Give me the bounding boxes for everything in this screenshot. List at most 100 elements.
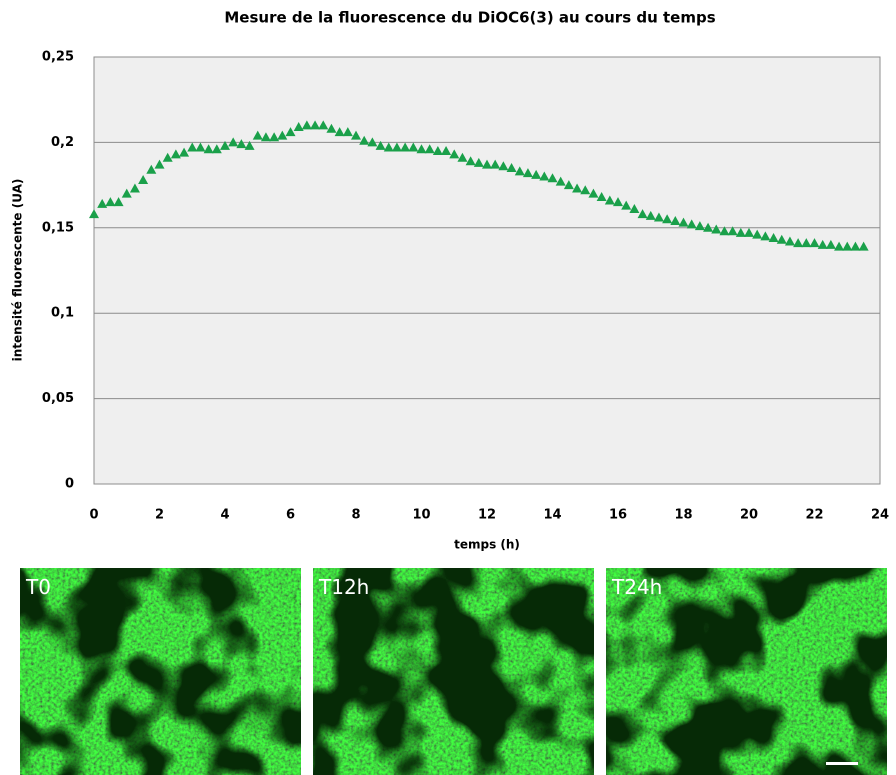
- data-point: [367, 137, 378, 147]
- data-point: [547, 173, 558, 183]
- data-point: [514, 166, 525, 176]
- data-point: [539, 171, 550, 181]
- data-point: [326, 123, 337, 133]
- data-point: [719, 226, 730, 236]
- data-point: [645, 210, 656, 220]
- data-point: [629, 204, 640, 214]
- data-point: [375, 140, 386, 150]
- data-point: [129, 183, 140, 193]
- data-point: [473, 157, 484, 167]
- x-tick-label: 10: [412, 508, 430, 523]
- x-tick-label: 14: [543, 508, 561, 523]
- data-point: [318, 120, 329, 130]
- x-tick-label: 8: [351, 508, 360, 523]
- data-point: [432, 145, 443, 155]
- data-point: [441, 145, 452, 155]
- data-point: [482, 159, 492, 169]
- y-axis-label: intensité fluorescente (UA): [11, 179, 25, 362]
- data-point: [400, 142, 411, 152]
- data-point: [138, 174, 149, 184]
- micrograph: [313, 568, 594, 775]
- micrograph: [606, 568, 887, 775]
- data-point: [678, 217, 689, 227]
- data-point: [752, 229, 763, 239]
- data-point: [572, 183, 583, 193]
- data-point: [121, 188, 132, 198]
- data-point: [465, 156, 476, 166]
- data-point: [285, 127, 296, 137]
- data-point: [858, 241, 869, 251]
- data-point: [694, 221, 705, 231]
- data-point: [744, 227, 754, 237]
- x-tick-label: 12: [478, 508, 496, 523]
- data-point: [220, 140, 230, 150]
- data-point: [179, 147, 190, 157]
- y-tick-label: 0,25: [42, 50, 74, 65]
- data-point: [424, 144, 435, 154]
- data-point: [359, 135, 370, 145]
- data-point: [260, 132, 271, 142]
- data-point: [563, 180, 574, 190]
- data-point: [653, 212, 664, 222]
- y-tick-label: 0: [65, 477, 74, 492]
- data-point: [105, 197, 116, 207]
- data-point: [588, 188, 599, 198]
- data-point: [793, 238, 804, 248]
- data-point: [621, 200, 632, 210]
- x-tick-label: 16: [609, 508, 627, 523]
- data-point: [236, 139, 247, 149]
- data-point: [490, 159, 501, 169]
- data-point: [391, 142, 402, 152]
- data-point: [170, 149, 181, 159]
- x-tick-label: 0: [89, 508, 98, 523]
- x-tick-label: 20: [740, 508, 758, 523]
- data-point: [154, 159, 165, 169]
- data-point: [211, 144, 222, 154]
- data-point: [89, 209, 99, 219]
- data-point: [383, 142, 394, 152]
- data-point: [817, 239, 828, 249]
- y-tick-label: 0,05: [42, 391, 74, 406]
- data-point: [342, 127, 353, 137]
- scale-bar: [826, 762, 858, 765]
- data-point: [596, 192, 607, 202]
- data-point: [834, 241, 845, 251]
- y-tick-label: 0,2: [51, 135, 74, 150]
- x-tick-label: 2: [155, 508, 164, 523]
- data-point: [277, 130, 288, 140]
- data-point: [662, 214, 673, 224]
- data-point: [203, 144, 214, 154]
- data-point: [457, 152, 468, 162]
- data-point: [555, 176, 566, 186]
- image-panels: T0 T12h T24h: [20, 568, 887, 775]
- data-point: [784, 236, 795, 246]
- x-tick-label: 24: [871, 508, 889, 523]
- data-point: [408, 142, 419, 152]
- data-point: [187, 142, 198, 152]
- x-tick-label: 4: [220, 508, 229, 523]
- data-point: [195, 142, 206, 152]
- data-point: [506, 163, 517, 173]
- data-point: [146, 164, 157, 174]
- y-tick-label: 0,15: [42, 220, 74, 235]
- data-point: [97, 198, 108, 208]
- data-point: [637, 209, 648, 219]
- data-point: [269, 132, 280, 142]
- data-point: [735, 227, 746, 237]
- x-tick-label: 22: [805, 508, 823, 523]
- panel-label: T12h: [318, 575, 369, 599]
- data-point: [670, 215, 681, 225]
- data-point: [842, 241, 853, 251]
- micrograph: [20, 568, 301, 775]
- x-axis-label: temps (h): [454, 538, 520, 552]
- data-point: [498, 161, 509, 171]
- data-point: [580, 185, 591, 195]
- data-point: [613, 197, 623, 207]
- data-point: [703, 222, 714, 232]
- data-point: [686, 219, 697, 229]
- x-tick-label: 18: [674, 508, 692, 523]
- data-point: [252, 130, 263, 140]
- data-point: [244, 140, 255, 150]
- y-tick-label: 0,1: [51, 306, 74, 321]
